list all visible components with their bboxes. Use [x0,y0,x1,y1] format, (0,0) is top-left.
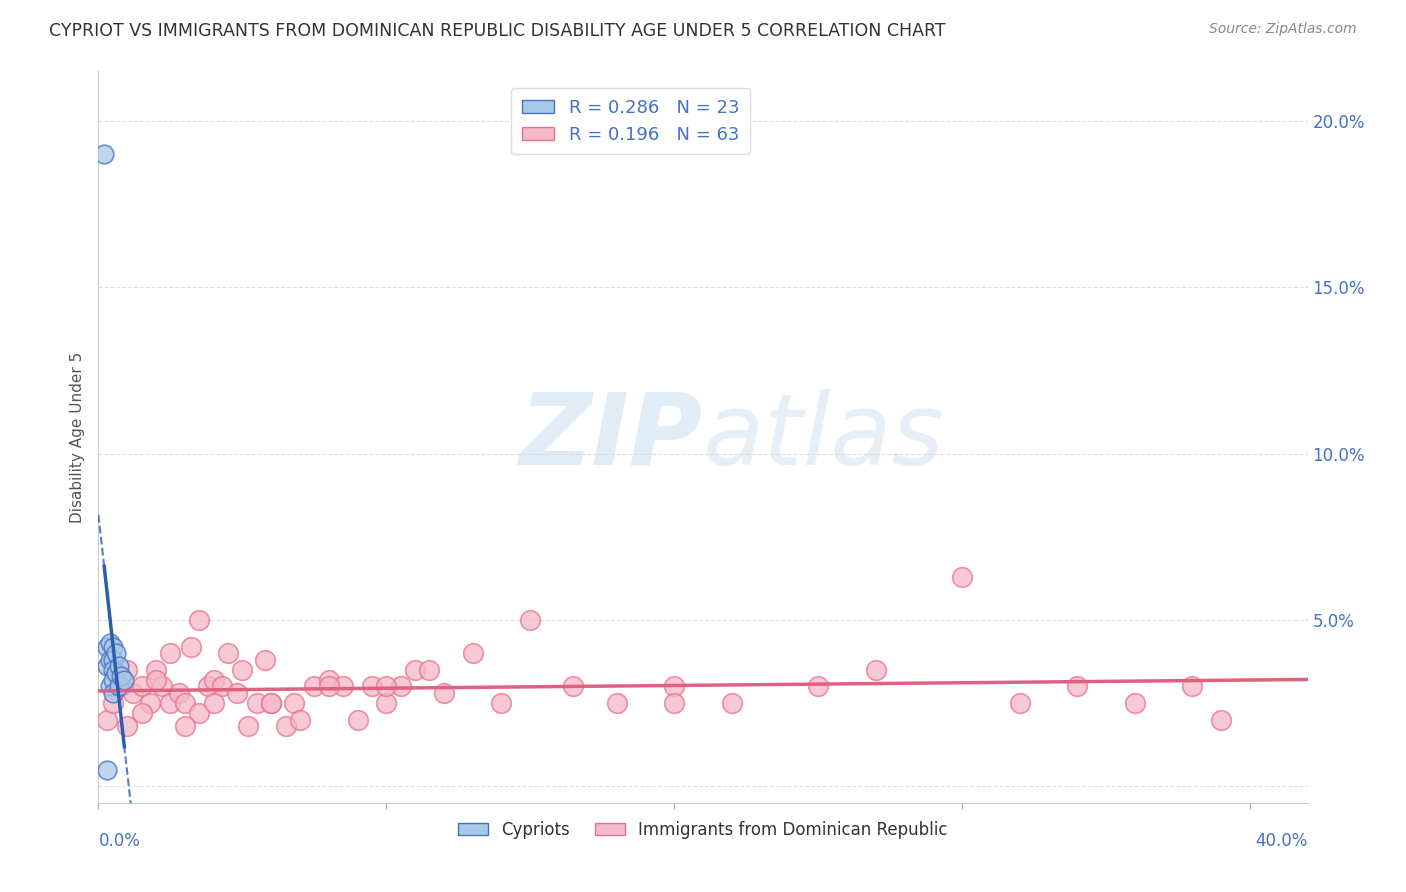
Point [304,680,326,694]
Point [159,696,181,710]
Point [361,680,384,694]
Point [664,696,686,710]
Point [211,680,233,694]
Point [96,713,118,727]
Point [562,680,585,694]
Point [865,663,887,677]
Point [110,680,132,694]
Point [202,673,225,687]
Point [131,680,153,694]
Point [283,696,305,710]
Point [217,646,239,660]
Point [318,673,340,687]
Point [180,640,202,654]
Point [404,663,426,677]
Point [418,663,440,677]
Point [101,663,124,677]
Point [1066,680,1088,694]
Point [159,646,181,660]
Point [606,696,628,710]
Point [950,570,973,584]
Point [98,653,121,667]
Text: Source: ZipAtlas.com: Source: ZipAtlas.com [1209,22,1357,37]
Point [375,696,398,710]
Point [98,680,121,694]
Point [1181,680,1204,694]
Point [96,659,118,673]
Point [145,663,167,677]
Point [260,696,283,710]
Y-axis label: Disability Age Under 5: Disability Age Under 5 [69,351,84,523]
Point [93,147,115,161]
Point [202,696,225,710]
Point [664,680,686,694]
Point [110,669,132,683]
Point [122,686,145,700]
Point [260,696,283,710]
Point [131,706,153,720]
Point [101,696,124,710]
Point [145,673,167,687]
Point [1211,713,1233,727]
Point [236,719,259,733]
Point [288,713,311,727]
Point [101,640,124,654]
Text: 0.0%: 0.0% [98,832,141,850]
Point [231,663,253,677]
Point [332,680,354,694]
Point [96,640,118,654]
Point [491,696,513,710]
Point [375,680,398,694]
Point [101,673,124,687]
Point [107,659,129,673]
Point [139,696,162,710]
Point [1008,696,1031,710]
Point [389,680,412,694]
Point [519,613,541,627]
Text: 40.0%: 40.0% [1256,832,1308,850]
Point [197,680,219,694]
Point [246,696,269,710]
Text: CYPRIOT VS IMMIGRANTS FROM DOMINICAN REPUBLIC DISABILITY AGE UNDER 5 CORRELATION: CYPRIOT VS IMMIGRANTS FROM DOMINICAN REP… [49,22,946,40]
Point [104,666,127,681]
Point [96,763,118,777]
Point [173,696,195,710]
Point [104,646,127,660]
Text: ZIP: ZIP [520,389,703,485]
Point [433,686,456,700]
Point [807,680,830,694]
Point [112,673,135,687]
Point [720,696,742,710]
Point [1123,696,1146,710]
Legend: Cypriots, Immigrants from Dominican Republic: Cypriots, Immigrants from Dominican Repu… [451,814,955,846]
Point [274,719,297,733]
Point [318,680,340,694]
Point [101,686,124,700]
Point [461,646,484,660]
Point [173,719,195,733]
Point [167,686,190,700]
Point [115,663,138,677]
Point [101,653,124,667]
Point [115,719,138,733]
Point [98,636,121,650]
Point [150,680,173,694]
Text: atlas: atlas [703,389,945,485]
Point [254,653,277,667]
Point [188,613,211,627]
Point [225,686,247,700]
Point [346,713,368,727]
Point [188,706,211,720]
Point [107,680,129,694]
